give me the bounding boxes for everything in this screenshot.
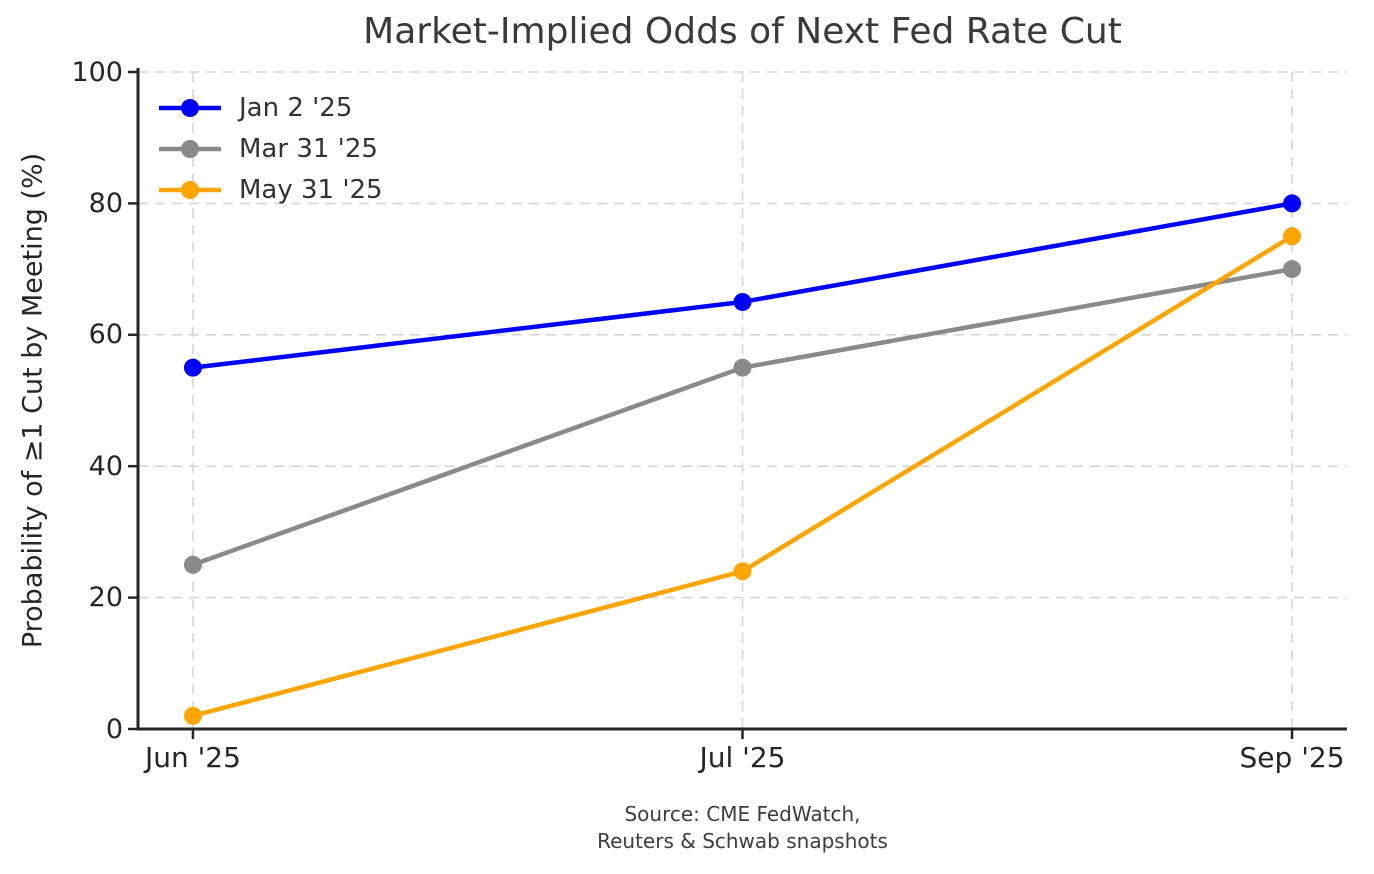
x-tick-label: Jun '25 [144,741,241,774]
legend-label: Jan 2 '25 [239,92,353,123]
legend-label: Mar 31 '25 [239,133,378,164]
y-tick-label: 20 [88,582,123,614]
x-tick-label: Jul '25 [699,741,786,774]
data-point [733,358,752,377]
chart-title: Market-Implied Odds of Next Fed Rate Cut [363,11,1122,52]
legend-label: May 31 '25 [239,174,383,205]
data-point [183,555,202,574]
source-line-2: Reuters & Schwab snapshots [597,829,888,853]
legend-item: Mar 31 '25 [158,128,383,169]
data-point [183,358,202,377]
y-tick-label: 80 [88,187,123,219]
legend-item: May 31 '25 [158,169,383,210]
x-tick-label: Sep '25 [1239,741,1345,774]
legend: Jan 2 '25 Mar 31 '25 May 31 '25 [158,87,383,210]
y-tick-label: 60 [88,319,123,351]
legend-line-marker-icon [159,139,221,158]
y-tick-label: 40 [88,450,123,482]
legend-line-marker-icon [159,98,221,117]
data-point [183,706,202,725]
y-tick-label: 100 [71,56,123,88]
data-point [1283,260,1302,279]
legend-item: Jan 2 '25 [158,87,383,128]
data-point [1283,194,1302,213]
y-tick-label: 0 [105,713,123,745]
source-note: Source: CME FedWatch, Reuters & Schwab s… [138,801,1347,855]
data-point [733,562,752,581]
data-point [1283,227,1302,246]
data-point [733,292,752,311]
legend-line-marker-icon [159,180,221,199]
source-line-1: Source: CME FedWatch, [624,802,861,826]
